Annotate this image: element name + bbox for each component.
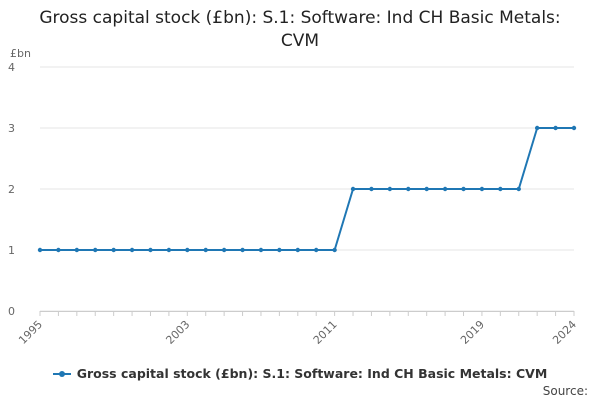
data-point[interactable] xyxy=(37,247,43,253)
data-point[interactable] xyxy=(369,186,374,192)
data-point[interactable] xyxy=(534,125,540,131)
data-point[interactable] xyxy=(350,186,356,192)
y-axis-label: £bn xyxy=(10,47,31,60)
legend[interactable]: Gross capital stock (£bn): S.1: Software… xyxy=(0,366,600,381)
data-point[interactable] xyxy=(56,247,61,253)
data-point[interactable] xyxy=(93,247,98,253)
data-point[interactable] xyxy=(185,247,190,253)
x-tick-label: 1995 xyxy=(16,318,45,347)
x-tick-label: 2003 xyxy=(163,318,192,347)
source-label: Source: xyxy=(542,384,588,398)
data-point[interactable] xyxy=(240,247,245,253)
x-tick-label: 2024 xyxy=(550,318,579,347)
data-point[interactable] xyxy=(166,247,172,253)
series-layer xyxy=(37,125,577,253)
data-point[interactable] xyxy=(387,186,393,192)
data-point[interactable] xyxy=(221,247,227,253)
y-tick-label: 1 xyxy=(8,244,15,257)
y-tick-label: 3 xyxy=(8,122,15,135)
legend-swatch xyxy=(52,370,71,377)
y-tick-labels: 0 1 2 3 4 xyxy=(8,61,15,318)
data-point[interactable] xyxy=(258,247,264,253)
data-point[interactable] xyxy=(516,186,521,192)
y-tick-label: 0 xyxy=(8,305,15,318)
data-point[interactable] xyxy=(571,125,577,131)
data-point[interactable] xyxy=(442,186,448,192)
grid-layer xyxy=(39,66,575,316)
x-tick-label: 2011 xyxy=(311,318,340,347)
x-tick-labels: 1995 2003 2011 2019 2024 xyxy=(16,318,579,347)
x-tick-label: 2019 xyxy=(458,318,487,347)
chart-title: Gross capital stock (£bn): S.1: Software… xyxy=(39,8,561,51)
data-point[interactable] xyxy=(553,125,558,131)
data-point[interactable] xyxy=(129,247,135,253)
y-tick-label: 4 xyxy=(8,61,15,74)
data-point[interactable] xyxy=(74,247,80,253)
data-point[interactable] xyxy=(461,186,466,192)
y-tick-label: 2 xyxy=(8,183,15,196)
data-point[interactable] xyxy=(295,247,300,253)
data-point[interactable] xyxy=(332,247,337,253)
data-point[interactable] xyxy=(314,247,319,253)
data-point[interactable] xyxy=(479,186,485,192)
data-point[interactable] xyxy=(277,247,282,253)
data-point[interactable] xyxy=(111,247,116,253)
data-point[interactable] xyxy=(406,186,411,192)
data-point[interactable] xyxy=(498,186,503,192)
data-point[interactable] xyxy=(148,247,153,253)
data-point[interactable] xyxy=(424,186,429,192)
data-point[interactable] xyxy=(203,247,208,253)
legend-label: Gross capital stock (£bn): S.1: Software… xyxy=(76,366,548,381)
series-line xyxy=(40,127,574,251)
